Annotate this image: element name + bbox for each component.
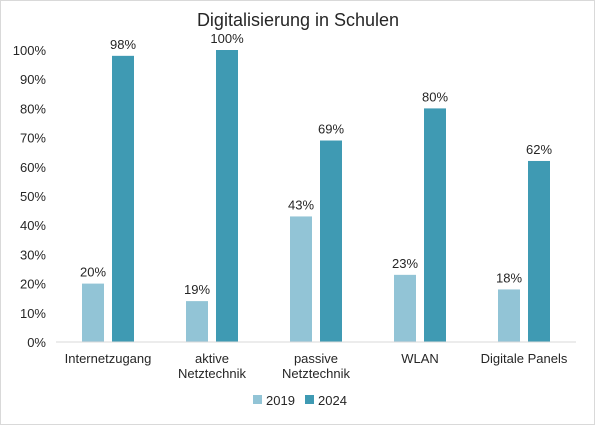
legend-swatch-2019 <box>253 395 262 404</box>
legend: 2019 2024 <box>253 393 347 408</box>
x-category-label: Digitale Panels <box>481 351 568 366</box>
y-tick-label: 100% <box>13 43 47 58</box>
y-tick-label: 30% <box>20 247 46 262</box>
x-category-label: aktive Netztechnik <box>178 351 246 381</box>
data-label: 69% <box>318 122 344 137</box>
x-category-label: WLAN <box>401 351 439 366</box>
legend-label-2024: 2024 <box>318 393 347 408</box>
bar-2024-1 <box>216 50 238 342</box>
bar-2019-0 <box>82 283 104 342</box>
bars <box>82 50 550 343</box>
y-tick-label: 70% <box>20 131 46 146</box>
x-category-label-line: aktive <box>195 351 229 366</box>
bar-2019-4 <box>498 289 520 342</box>
y-tick-label: 10% <box>20 306 46 321</box>
y-tick-label: 60% <box>20 160 46 175</box>
chart-title: Digitalisierung in Schulen <box>197 10 399 30</box>
y-axis: 0% 10% 20% 30% 40% 50% 60% 70% 80% 90% 100% <box>13 43 47 350</box>
bar-2024-0 <box>112 55 134 343</box>
bar-2019-3 <box>394 274 416 342</box>
data-label: 98% <box>110 37 136 52</box>
legend-label-2019: 2019 <box>266 393 295 408</box>
bar-2024-4 <box>528 160 550 342</box>
data-label: 100% <box>210 31 244 46</box>
bar-2024-3 <box>424 108 446 343</box>
x-category-label-line: Netztechnik <box>178 366 246 381</box>
data-label: 18% <box>496 270 522 285</box>
bar-2019-2 <box>290 216 312 342</box>
y-tick-label: 0% <box>27 335 46 350</box>
y-tick-label: 50% <box>20 189 46 204</box>
y-tick-label: 80% <box>20 101 46 116</box>
x-category-label-line: passive <box>294 351 338 366</box>
x-category-label-line: Internetzugang <box>65 351 152 366</box>
y-tick-label: 20% <box>20 277 46 292</box>
x-category-label-line: Netztechnik <box>282 366 350 381</box>
bar-2019-1 <box>186 301 208 342</box>
data-label: 19% <box>184 282 210 297</box>
x-category-label: Internetzugang <box>65 351 152 366</box>
legend-swatch-2024 <box>305 395 314 404</box>
data-label: 80% <box>422 89 448 104</box>
x-category-label-line: WLAN <box>401 351 439 366</box>
y-tick-label: 40% <box>20 218 46 233</box>
x-category-label: passive Netztechnik <box>282 351 350 381</box>
data-label: 20% <box>80 265 106 280</box>
y-tick-label: 90% <box>20 72 46 87</box>
bar-2024-2 <box>320 140 342 342</box>
data-labels: 20% 98% 19% 100% 43% 69% 23% 80% 18% 62% <box>80 31 552 297</box>
x-category-label-line: Digitale Panels <box>481 351 568 366</box>
data-label: 23% <box>392 256 418 271</box>
data-label: 43% <box>288 197 314 212</box>
data-label: 62% <box>526 142 552 157</box>
